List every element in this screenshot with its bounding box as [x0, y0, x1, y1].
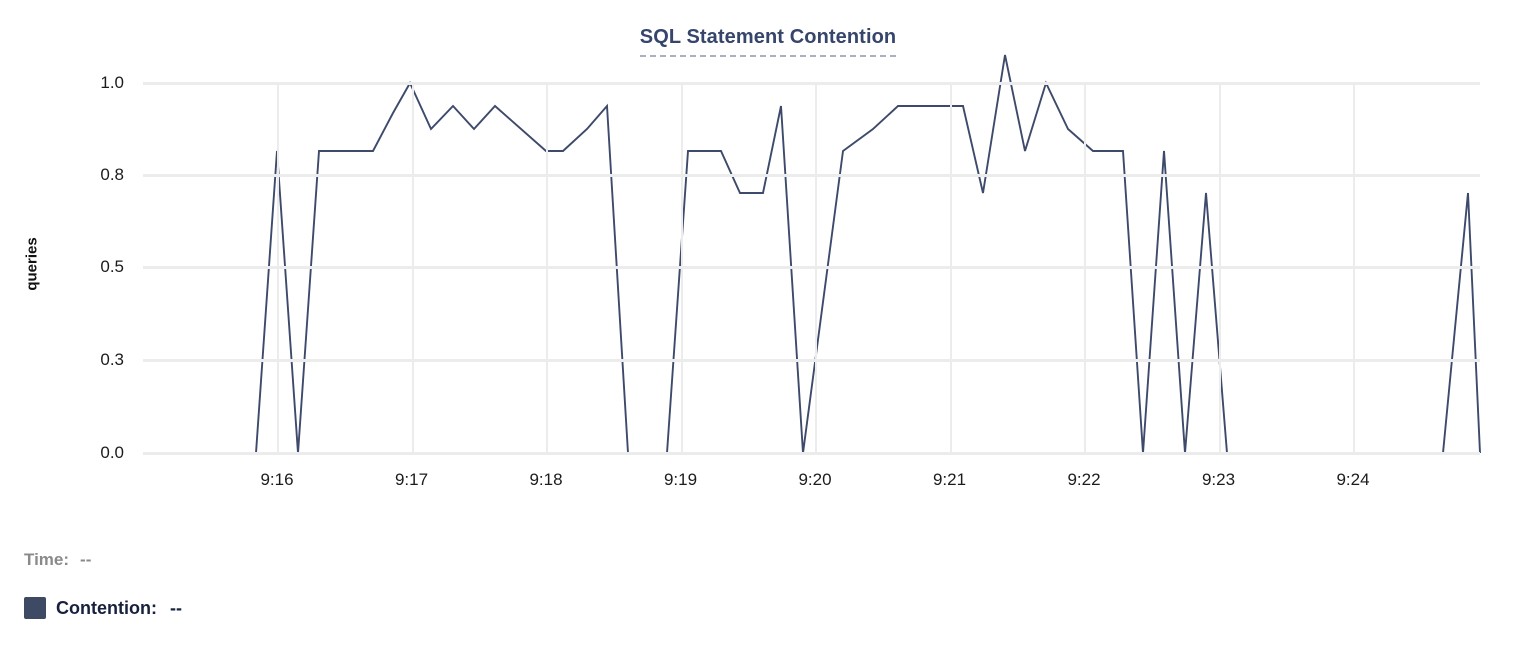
y-tick-label: 1.0 [100, 73, 124, 92]
y-gridline [143, 452, 1480, 455]
x-gridline [815, 83, 817, 453]
y-tick-label: 0.8 [100, 165, 124, 184]
chart-title-container: SQL Statement Contention [0, 26, 1536, 57]
page-title: SQL Statement Contention [639, 26, 897, 57]
time-value: -- [80, 550, 92, 569]
y-axis-tick-labels: 1.0 0.8 0.5 0.3 0.0 [0, 0, 143, 652]
x-tick-label: 9:16 [260, 470, 294, 489]
x-gridline [546, 83, 548, 453]
legend-color-swatch-icon [24, 597, 46, 619]
legend-item-contention[interactable]: Contention: -- [24, 588, 1424, 628]
x-tick-label: 9:20 [798, 470, 832, 489]
x-tick-label: 9:24 [1336, 470, 1370, 489]
y-gridline [143, 82, 1480, 85]
x-tick-label: 9:17 [394, 470, 429, 489]
x-gridline [411, 83, 414, 453]
y-gridline [143, 174, 1480, 177]
x-gridline [277, 83, 279, 453]
x-tick-label: 9:19 [663, 470, 698, 489]
x-tick-label: 9:22 [1067, 470, 1101, 489]
legend-label: Contention: [56, 597, 157, 618]
plot-area [143, 82, 1480, 455]
x-gridline [1084, 83, 1086, 453]
y-tick-label: 0.3 [100, 350, 124, 369]
x-tick-label: 9:23 [1201, 470, 1236, 489]
time-label: Time: [24, 550, 70, 569]
chart-footer: Time: -- Contention: -- [24, 540, 1424, 628]
x-gridline [949, 83, 952, 453]
x-gridline [680, 83, 683, 453]
x-axis-tick-labels: 9:16 9:17 9:18 9:19 9:20 9:21 9:22 9:23 9:24 [143, 470, 1480, 500]
y-tick-label: 0.5 [100, 257, 124, 276]
y-gridline [143, 266, 1480, 269]
legend-value: -- [169, 597, 182, 618]
y-tick-label: 0.0 [100, 443, 124, 462]
x-tick-label: 9:21 [932, 470, 967, 489]
x-gridline [1218, 83, 1221, 453]
x-gridline [1353, 83, 1355, 453]
x-tick-label: 9:18 [529, 470, 563, 489]
y-gridline [143, 359, 1480, 362]
time-readout-row: Time: -- [24, 540, 1424, 580]
contention-series-line [143, 55, 1480, 453]
